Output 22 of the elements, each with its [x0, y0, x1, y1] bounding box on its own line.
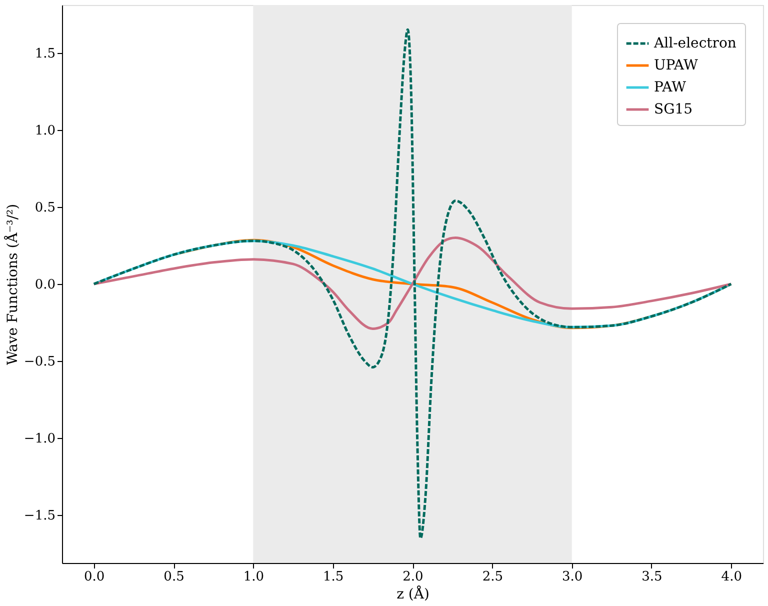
y-tick-label: 0.5 — [34, 200, 56, 216]
x-tick-label: 2.0 — [402, 570, 424, 584]
y-tick-label: −1.5 — [24, 508, 56, 524]
x-axis-title: z (Å) — [396, 586, 430, 602]
x-tick-label: 0.5 — [164, 570, 184, 584]
x-tick-label: 1.0 — [243, 570, 264, 584]
x-tick-label: 4.0 — [721, 570, 742, 584]
legend-label: PAW — [654, 80, 687, 96]
x-tick-label: 3.0 — [562, 570, 583, 584]
legend-label: UPAW — [654, 58, 698, 74]
x-tick-label: 3.5 — [642, 570, 662, 584]
y-tick-label: −0.5 — [24, 354, 56, 370]
y-tick-label: 1.0 — [34, 123, 56, 138]
y-tick-label: −1.0 — [24, 432, 56, 447]
y-tick-label: 0.0 — [34, 278, 56, 292]
x-tick-label: 0.0 — [84, 570, 105, 584]
x-tick-label: 2.5 — [482, 570, 504, 584]
x-tick-label: 1.5 — [322, 570, 344, 584]
legend-label: All-electron — [653, 36, 736, 52]
legend-label: SG15 — [654, 102, 693, 118]
y-axis-title: Wave Functions (Å⁻³/²) — [4, 204, 21, 366]
y-tick-label: 1.5 — [34, 46, 56, 62]
